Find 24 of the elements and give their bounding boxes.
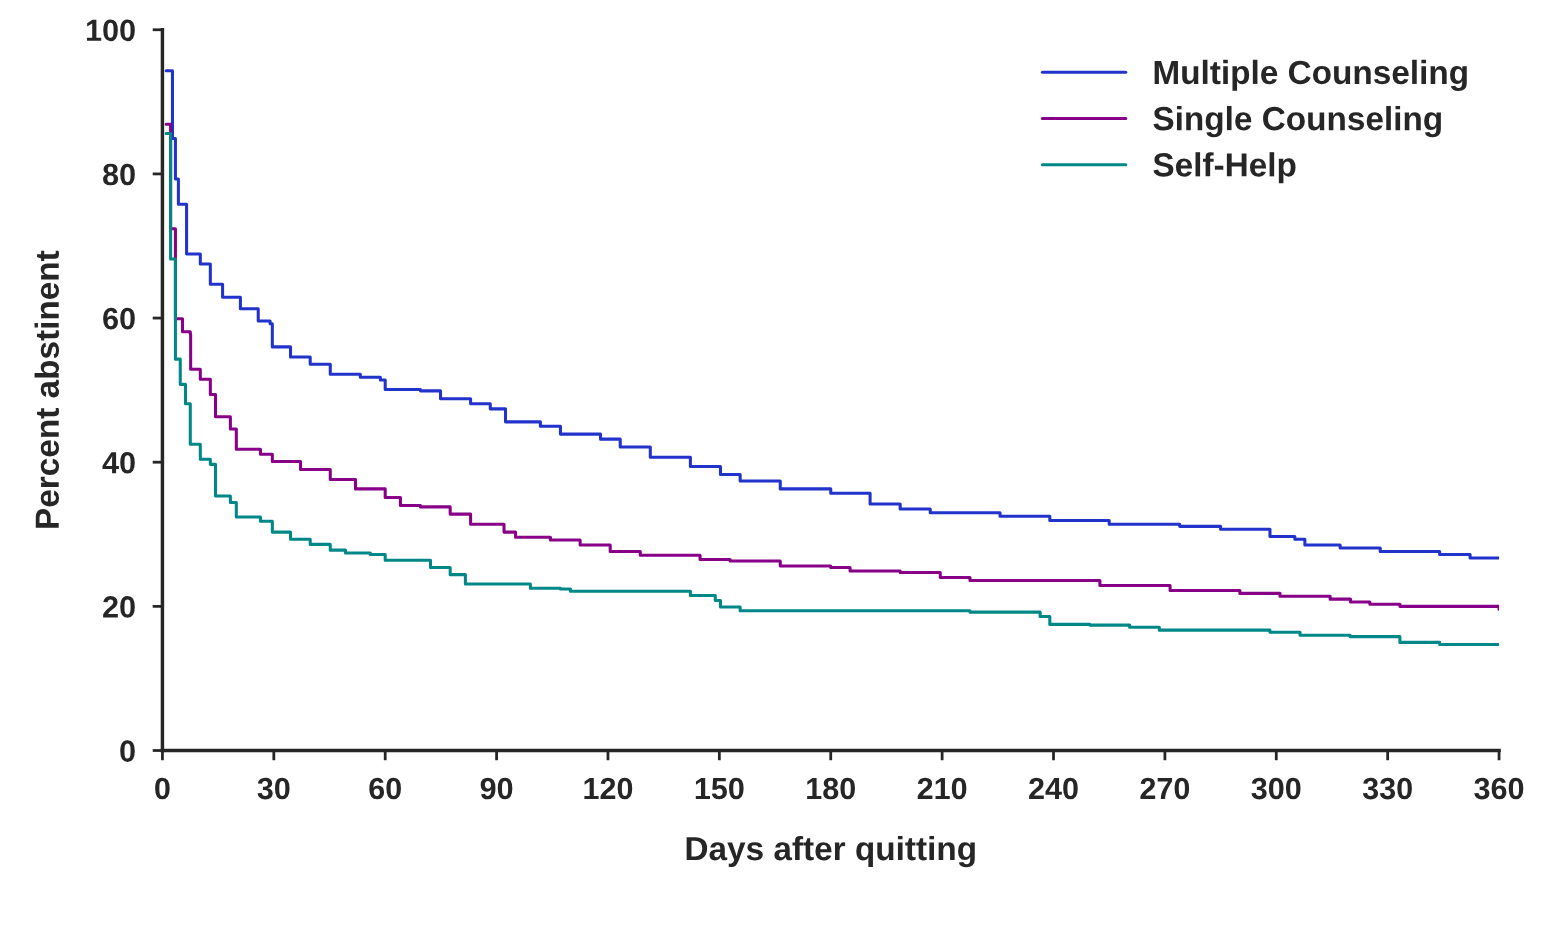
legend-label: Self-Help bbox=[1153, 152, 1296, 184]
x-tick-label: 90 bbox=[480, 777, 513, 800]
x-tick-label: 180 bbox=[807, 777, 855, 800]
legend-label: Single Counseling bbox=[1153, 105, 1441, 138]
x-tick-label: 30 bbox=[257, 777, 290, 800]
x-tick-label: 360 bbox=[1474, 777, 1524, 800]
x-tick-label: 120 bbox=[584, 777, 633, 800]
y-tick-label: 0 bbox=[120, 740, 135, 762]
legend-label: Multiple Counseling bbox=[1154, 59, 1467, 91]
y-tick-label: 100 bbox=[86, 19, 135, 42]
y-tick-label: 60 bbox=[103, 307, 135, 330]
x-axis-title: Days after quitting bbox=[686, 835, 975, 868]
x-tick-label: 240 bbox=[1029, 777, 1078, 800]
x-tick-label: 150 bbox=[695, 777, 744, 800]
x-tick-label: 60 bbox=[369, 777, 401, 800]
x-tick-label: 270 bbox=[1140, 777, 1190, 800]
y-tick-label: 20 bbox=[103, 596, 135, 618]
y-tick-label: 80 bbox=[103, 163, 135, 186]
x-tick-label: 210 bbox=[917, 777, 967, 800]
x-tick-label: 300 bbox=[1251, 777, 1301, 800]
y-axis-title: Percent abstinent bbox=[34, 250, 60, 528]
x-tick-label: 0 bbox=[155, 777, 170, 800]
y-tick-label: 40 bbox=[102, 451, 135, 474]
x-tick-label: 330 bbox=[1362, 777, 1412, 800]
